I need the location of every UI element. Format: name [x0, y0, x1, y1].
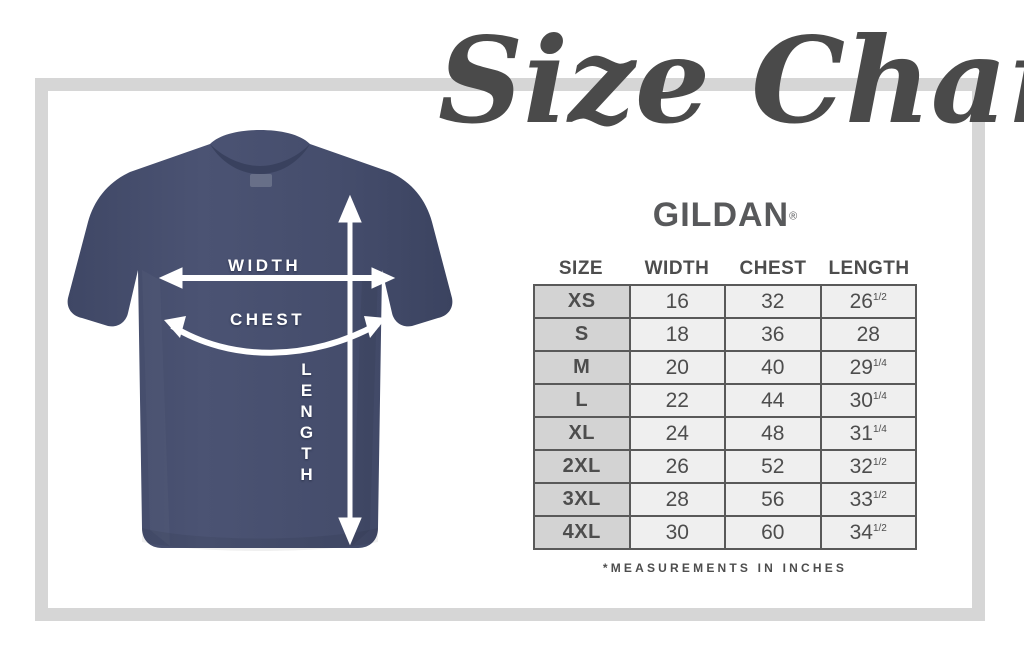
registered-trademark-icon: ®	[789, 210, 798, 223]
cell-width: 30	[628, 515, 726, 550]
length-measure-label: LENGTH	[297, 360, 316, 486]
cell-chest: 48	[724, 416, 822, 451]
length-fraction: 1/2	[872, 489, 887, 501]
length-value: 31	[849, 421, 873, 445]
cell-length: 261/2	[819, 284, 917, 319]
cell-length: 311/4	[819, 416, 917, 451]
length-value: 29	[849, 355, 873, 379]
tshirt-hem	[142, 528, 378, 551]
table-row: XS 16 32 261/2	[533, 284, 917, 319]
cell-chest: 60	[724, 515, 822, 550]
cell-chest: 56	[724, 482, 822, 517]
header-chest: CHEST	[739, 258, 807, 279]
cell-width: 18	[628, 317, 726, 352]
header-length: LENGTH	[828, 258, 910, 279]
cell-chest: 40	[724, 350, 822, 385]
length-fraction: 1/4	[872, 390, 887, 402]
cell-size: 2XL	[533, 449, 631, 484]
cell-size: XL	[533, 416, 631, 451]
length-fraction: 1/2	[872, 291, 887, 303]
cell-size: 4XL	[533, 515, 631, 550]
table-row: S 18 36 28	[533, 317, 917, 352]
length-fraction: 1/2	[872, 456, 887, 468]
cell-width: 16	[628, 284, 726, 319]
cell-width: 28	[628, 482, 726, 517]
cell-width: 26	[628, 449, 726, 484]
measurement-footnote: *MEASUREMENTS IN INCHES	[602, 561, 848, 575]
length-value: 32	[849, 454, 873, 478]
cell-size: S	[533, 317, 631, 352]
size-table-area: SIZE WIDTH CHEST LENGTH XS 16 32 261/2 S…	[533, 258, 917, 575]
length-fraction: 1/4	[872, 423, 887, 435]
tshirt-collar	[210, 144, 310, 174]
length-value: 30	[849, 388, 873, 412]
table-row: XL 24 48 311/4	[533, 416, 917, 451]
header-size: SIZE	[558, 258, 604, 279]
cell-length: 301/4	[819, 383, 917, 418]
header-width: WIDTH	[644, 258, 710, 279]
cell-chest: 32	[724, 284, 822, 319]
cell-chest: 44	[724, 383, 822, 418]
length-value: 26	[849, 289, 873, 313]
tshirt-body-shape	[67, 130, 453, 548]
cell-chest: 52	[724, 449, 822, 484]
cell-length: 341/2	[819, 515, 917, 550]
cell-width: 24	[628, 416, 726, 451]
table-row: 2XL 26 52 321/2	[533, 449, 917, 484]
cell-size: L	[533, 383, 631, 418]
tshirt-shading-right	[352, 270, 378, 546]
length-value: 34	[849, 520, 873, 544]
length-fraction: 1/4	[872, 357, 887, 369]
size-table: XS 16 32 261/2 S 18 36 28 M 20 40 291/4	[533, 284, 917, 550]
decorative-frame	[35, 78, 985, 621]
table-row: 3XL 28 56 331/2	[533, 482, 917, 517]
table-row: M 20 40 291/4	[533, 350, 917, 385]
tshirt-illustration	[60, 130, 460, 560]
tshirt-neck-tag	[250, 174, 272, 187]
cell-size: M	[533, 350, 631, 385]
length-value: 33	[849, 487, 873, 511]
cell-length: 28	[819, 317, 917, 352]
cell-length: 291/4	[819, 350, 917, 385]
brand-logo: GILDAN®	[533, 196, 917, 235]
cell-width: 20	[628, 350, 726, 385]
table-row: 4XL 30 60 341/2	[533, 515, 917, 550]
length-value: 28	[856, 322, 880, 346]
table-row: L 22 44 301/4	[533, 383, 917, 418]
size-table-body: XS 16 32 261/2 S 18 36 28 M 20 40 291/4	[533, 284, 917, 550]
length-arrow	[338, 194, 362, 546]
cell-length: 321/2	[819, 449, 917, 484]
size-table-headers: SIZE WIDTH CHEST LENGTH	[533, 258, 917, 284]
cell-length: 331/2	[819, 482, 917, 517]
brand-name: GILDAN	[652, 196, 790, 234]
chest-measure-label: CHEST	[230, 310, 306, 329]
width-measure-label: WIDTH	[228, 256, 302, 275]
cell-size: 3XL	[533, 482, 631, 517]
cell-chest: 36	[724, 317, 822, 352]
cell-size: XS	[533, 284, 631, 319]
length-fraction: 1/2	[872, 522, 887, 534]
cell-width: 22	[628, 383, 726, 418]
